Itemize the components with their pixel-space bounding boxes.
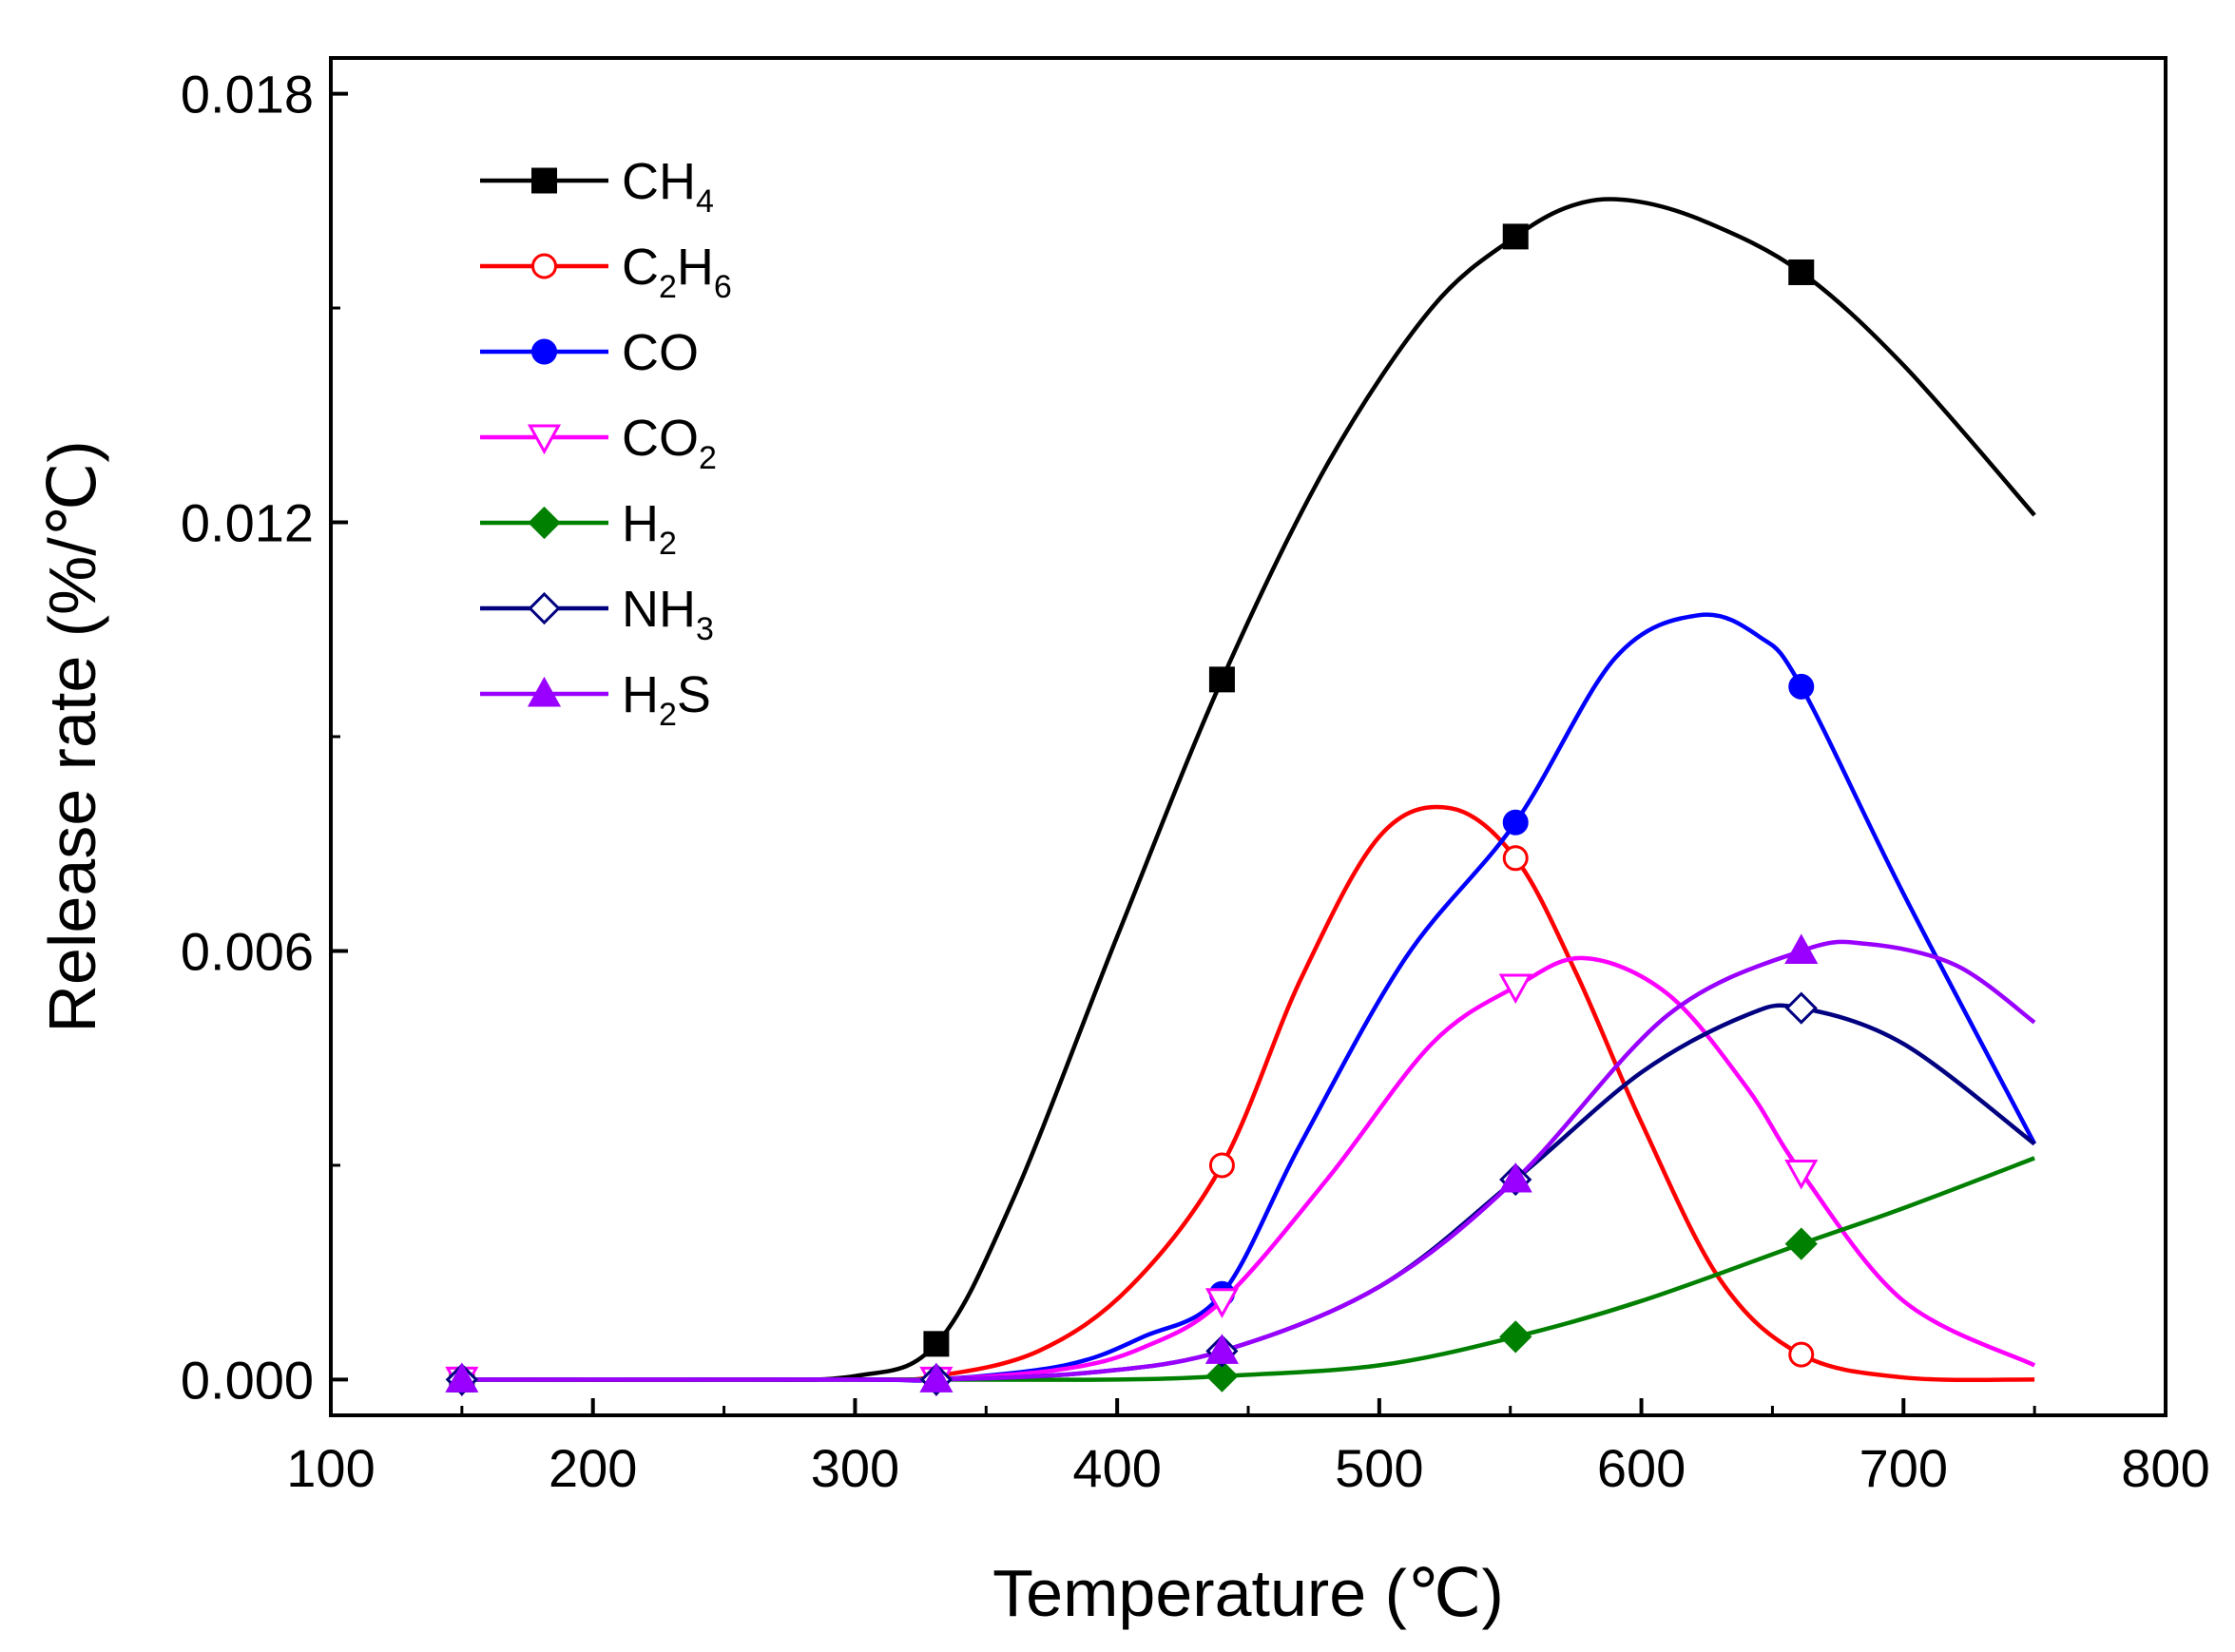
data-point-ch4-2 [1208, 666, 1235, 693]
x-axis-title: Temperature (℃) [992, 1556, 1504, 1630]
legend-label-nh3: NH3 [622, 581, 714, 647]
series-line-ch4 [461, 197, 2036, 1382]
legend-marker-ch4 [531, 167, 557, 194]
series-line-nh3 [461, 1003, 2036, 1383]
data-point-h2-3 [1499, 1320, 1532, 1354]
data-point-h2s-1 [919, 1362, 954, 1393]
legend-item-nh3: NH3 [480, 581, 714, 647]
x-tick-label-600: 600 [1597, 1438, 1686, 1498]
data-point-h2s-3 [1498, 1162, 1532, 1193]
series-line-c2h6 [461, 804, 2035, 1383]
legend-marker-co2 [527, 424, 562, 455]
data-point-nh3-4 [1784, 991, 1818, 1025]
legend-item-h2s: H2S [480, 666, 711, 733]
data-point-ch4-1 [923, 1331, 950, 1357]
y-axis-title: Release rate (%/℃) [35, 440, 109, 1032]
legend-label-h2s: H2S [622, 666, 711, 733]
y-tick-label-0: 0.000 [181, 1350, 314, 1410]
series-line-h2s [461, 939, 2036, 1383]
data-point-h2s-4 [1784, 933, 1819, 964]
x-tick-label-400: 400 [1072, 1438, 1161, 1498]
legend-marker-h2 [528, 506, 561, 540]
x-tick-label-200: 200 [549, 1438, 637, 1498]
legend-label-c2h6: C2H6 [622, 239, 732, 305]
legend: CH4 C2H6 CO CO2 H2 NH3 H2S [480, 153, 732, 733]
legend-label-co: CO [622, 324, 699, 381]
data-point-ch4-3 [1502, 223, 1529, 250]
data-point-h2-4 [1784, 1227, 1818, 1260]
legend-marker-nh3 [528, 591, 561, 625]
legend-marker-h2s [527, 676, 562, 707]
data-point-co-3 [1502, 809, 1529, 836]
x-tick-label-500: 500 [1335, 1438, 1423, 1498]
legend-item-co: CO [480, 324, 699, 381]
data-point-co2-3 [1498, 973, 1532, 1005]
x-tick-label-100: 100 [286, 1438, 375, 1498]
data-point-co2-4 [1784, 1159, 1819, 1190]
data-point-co2-2 [1204, 1288, 1239, 1318]
legend-item-h2: H2 [480, 495, 677, 562]
data-point-h2s-0 [445, 1362, 479, 1393]
data-point-co-4 [1788, 673, 1815, 700]
y-axis: 0.000 0.006 0.012 0.018 [181, 65, 348, 1410]
data-point-c2h6-4 [1788, 1341, 1815, 1368]
legend-item-c2h6: C2H6 [480, 239, 732, 305]
y-tick-label-3: 0.018 [181, 65, 314, 125]
legend-marker-c2h6 [531, 253, 557, 279]
data-point-c2h6-3 [1502, 845, 1529, 872]
legend-item-co2: CO2 [480, 410, 717, 476]
data-point-ch4-4 [1788, 259, 1815, 285]
x-tick-label-800: 800 [2121, 1438, 2209, 1498]
x-tick-label-700: 700 [1859, 1438, 1948, 1498]
legend-label-co2: CO2 [622, 410, 717, 476]
legend-item-ch4: CH4 [480, 153, 714, 220]
legend-marker-co [531, 338, 557, 365]
data-point-h2s-2 [1204, 1334, 1239, 1364]
x-tick-label-300: 300 [811, 1438, 899, 1498]
legend-label-h2: H2 [622, 495, 677, 562]
data-point-h2-2 [1205, 1359, 1239, 1393]
series-markers [445, 223, 1819, 1397]
legend-label-ch4: CH4 [622, 153, 714, 220]
y-tick-label-1: 0.006 [181, 921, 314, 981]
data-point-c2h6-2 [1208, 1152, 1235, 1179]
y-tick-label-2: 0.012 [181, 493, 314, 553]
x-axis: 100 200 300 400 500 600 700 800 [286, 1398, 2210, 1498]
